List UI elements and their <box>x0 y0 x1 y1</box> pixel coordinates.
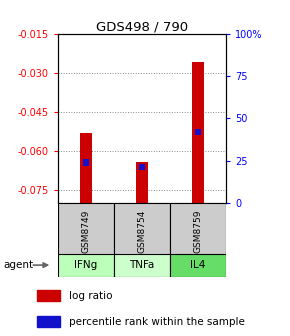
Bar <box>83 159 89 166</box>
Bar <box>170 254 226 277</box>
Bar <box>80 133 92 203</box>
Bar <box>195 129 201 135</box>
Text: IL4: IL4 <box>191 260 206 270</box>
Bar <box>114 254 170 277</box>
Text: IFNg: IFNg <box>75 260 98 270</box>
Text: GSM8759: GSM8759 <box>194 209 203 253</box>
Text: percentile rank within the sample: percentile rank within the sample <box>68 317 244 327</box>
Bar <box>136 162 148 203</box>
Text: log ratio: log ratio <box>68 291 112 301</box>
Bar <box>58 254 114 277</box>
Bar <box>192 62 204 203</box>
Bar <box>37 316 60 327</box>
Text: agent: agent <box>3 260 33 270</box>
Bar <box>139 164 145 170</box>
Bar <box>58 203 114 254</box>
Text: GSM8754: GSM8754 <box>137 209 147 253</box>
Text: TNFa: TNFa <box>129 260 155 270</box>
Bar <box>170 203 226 254</box>
Bar <box>114 203 170 254</box>
Bar <box>37 290 60 301</box>
Title: GDS498 / 790: GDS498 / 790 <box>96 20 188 34</box>
Text: GSM8749: GSM8749 <box>81 209 90 253</box>
